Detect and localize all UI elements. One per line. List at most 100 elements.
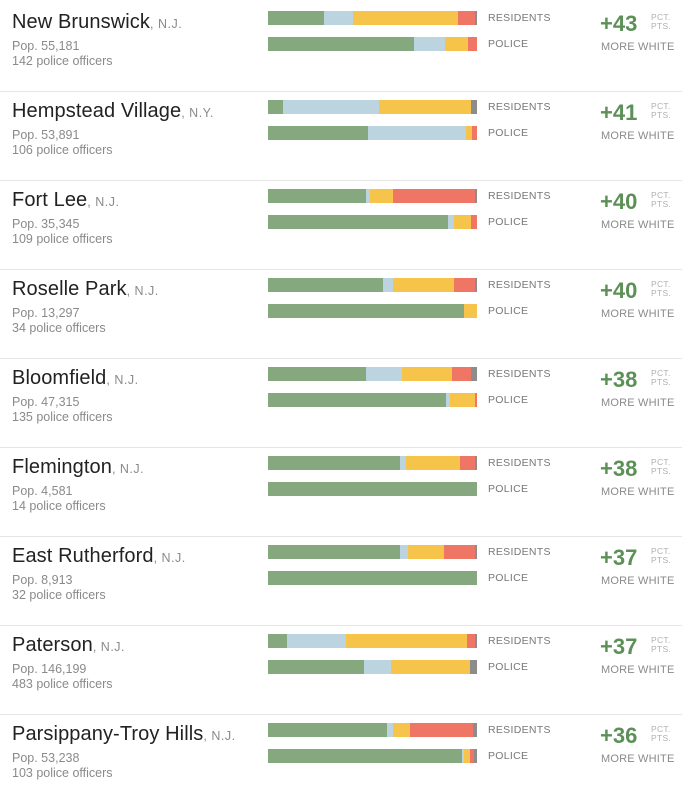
residents-segment-asian — [454, 278, 475, 292]
police-segment-other — [474, 749, 477, 763]
residents-segment-black — [379, 100, 471, 114]
officer-count-text: 34 police officers — [12, 321, 106, 335]
unit-label: PCT. PTS. — [651, 280, 671, 298]
residents-segment-hispanic — [283, 100, 379, 114]
residents-segment-black — [402, 367, 452, 381]
unit-label: PCT. PTS. — [651, 369, 671, 387]
percentage-point-difference: +43 — [600, 11, 638, 36]
population-text: Pop. 35,345 — [12, 217, 80, 231]
population-text: Pop. 55,181 — [12, 39, 80, 53]
place-name: Fort Lee, N.J. — [12, 189, 119, 212]
police-segment-asian — [471, 215, 477, 229]
city-row: Bloomfield, N.J. Pop. 47,315 135 police of… — [0, 358, 682, 448]
police-segment-white — [268, 215, 448, 229]
police-bar — [268, 571, 477, 585]
police-label: POLICE — [488, 661, 529, 673]
unit-line-pts: PTS. — [651, 466, 672, 476]
city-name: Parsippany-Troy Hills — [12, 723, 204, 745]
unit-line-pct: PCT. — [651, 546, 671, 556]
police-segment-asian — [475, 393, 477, 407]
more-white-caption: MORE WHITE — [601, 41, 675, 53]
residents-segment-asian — [444, 545, 475, 559]
police-segment-asian — [472, 126, 477, 140]
state-abbrev: , N.J. — [150, 17, 183, 31]
more-white-caption: MORE WHITE — [601, 130, 675, 142]
unit-label: PCT. PTS. — [651, 13, 671, 31]
state-abbrev: , N.J. — [203, 729, 236, 743]
unit-line-pct: PCT. — [651, 457, 671, 467]
residents-segment-hispanic — [366, 367, 402, 381]
residents-segment-asian — [393, 189, 475, 203]
place-name: East Rutherford, N.J. — [12, 545, 186, 568]
unit-line-pct: PCT. — [651, 190, 671, 200]
residents-bar — [268, 11, 477, 25]
police-label: POLICE — [488, 572, 529, 584]
police-bar — [268, 126, 477, 140]
residents-segment-hispanic — [324, 11, 353, 25]
police-segment-black — [454, 215, 471, 229]
residents-segment-white — [268, 723, 387, 737]
place-name: New Brunswick, N.J. — [12, 11, 182, 34]
police-bar — [268, 749, 477, 763]
unit-line-pct: PCT. — [651, 368, 671, 378]
more-white-caption: MORE WHITE — [601, 486, 675, 498]
place-name: Flemington, N.J. — [12, 456, 144, 479]
police-segment-white — [268, 304, 464, 318]
unit-line-pct: PCT. — [651, 724, 671, 734]
residents-segment-hispanic — [400, 545, 408, 559]
residents-bar — [268, 278, 477, 292]
unit-line-pct: PCT. — [651, 12, 671, 22]
officer-count-text: 142 police officers — [12, 54, 113, 68]
city-row: Fort Lee, N.J. Pop. 35,345 109 police offi… — [0, 180, 682, 270]
unit-label: PCT. PTS. — [651, 458, 671, 476]
population-text: Pop. 47,315 — [12, 395, 80, 409]
police-bar — [268, 393, 477, 407]
police-segment-black — [466, 126, 472, 140]
place-name: Roselle Park, N.J. — [12, 278, 159, 301]
police-bar — [268, 482, 477, 496]
residents-segment-white — [268, 189, 366, 203]
residents-segment-asian — [467, 634, 475, 648]
unit-line-pts: PTS. — [651, 555, 672, 565]
police-segment-white — [268, 749, 462, 763]
residents-segment-other — [475, 634, 477, 648]
police-segment-white — [268, 37, 414, 51]
police-label: POLICE — [488, 38, 529, 50]
police-segment-black — [464, 749, 470, 763]
residents-bar — [268, 545, 477, 559]
city-name: Fort Lee — [12, 189, 88, 211]
city-row: East Rutherford, N.J. Pop. 8,913 32 police… — [0, 536, 682, 626]
police-label: POLICE — [488, 305, 529, 317]
police-segment-hispanic — [368, 126, 466, 140]
residents-bar — [268, 367, 477, 381]
population-text: Pop. 13,297 — [12, 306, 80, 320]
residents-segment-black — [408, 545, 444, 559]
state-abbrev: , N.J. — [106, 373, 139, 387]
place-name: Parsippany-Troy Hills, N.J. — [12, 723, 236, 746]
residents-segment-asian — [460, 456, 475, 470]
unit-line-pct: PCT. — [651, 279, 671, 289]
residents-bar — [268, 723, 477, 737]
city-row: New Brunswick, N.J. Pop. 55,181 142 police… — [0, 2, 682, 92]
unit-line-pts: PTS. — [651, 199, 672, 209]
residents-label: RESIDENTS — [488, 190, 551, 202]
officer-count-text: 135 police officers — [12, 410, 113, 424]
population-text: Pop. 146,199 — [12, 662, 87, 676]
residents-segment-white — [268, 634, 287, 648]
police-bar — [268, 660, 477, 674]
officer-count-text: 483 police officers — [12, 677, 113, 691]
officer-count-text: 109 police officers — [12, 232, 113, 246]
police-label: POLICE — [488, 216, 529, 228]
state-abbrev: , N.J. — [126, 284, 159, 298]
city-row: Parsippany-Troy Hills, N.J. Pop. 53,238 10… — [0, 714, 682, 803]
state-abbrev: , N.Y. — [181, 106, 214, 120]
police-segment-white — [268, 393, 446, 407]
police-label: POLICE — [488, 127, 529, 139]
place-name: Hempstead Village, N.Y. — [12, 100, 214, 123]
police-segment-white — [268, 660, 364, 674]
unit-line-pts: PTS. — [651, 288, 672, 298]
unit-line-pct: PCT. — [651, 635, 671, 645]
residents-segment-hispanic — [400, 456, 406, 470]
city-name: Hempstead Village — [12, 100, 182, 122]
residents-segment-hispanic — [287, 634, 346, 648]
